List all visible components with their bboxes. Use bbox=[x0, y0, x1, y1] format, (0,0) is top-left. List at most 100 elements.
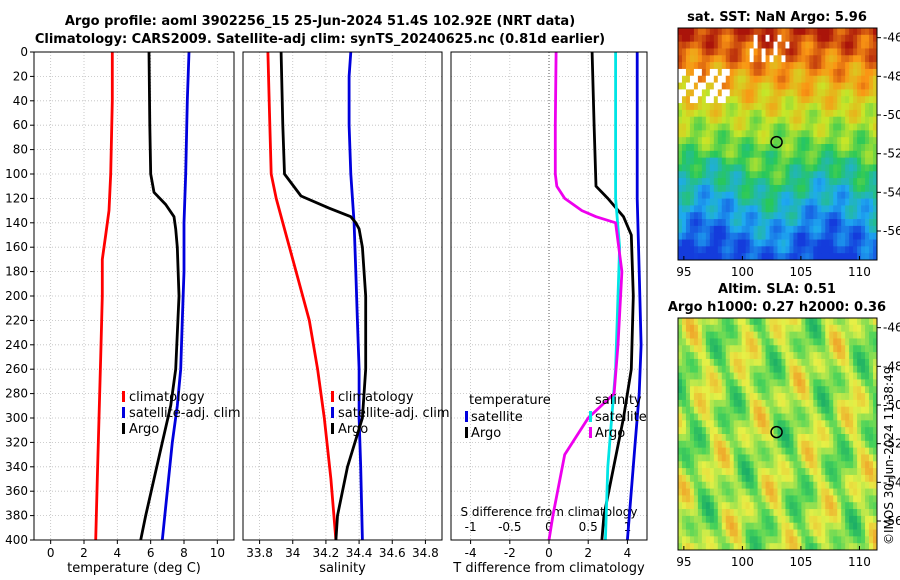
map-cell bbox=[765, 164, 770, 172]
map-cell bbox=[745, 345, 751, 353]
map-cell bbox=[709, 184, 715, 193]
map-cell bbox=[769, 96, 774, 104]
map-cell bbox=[753, 331, 758, 339]
map-cell bbox=[801, 474, 806, 483]
map-cell bbox=[869, 225, 874, 234]
map-cell bbox=[697, 495, 703, 503]
map-cell bbox=[717, 116, 723, 124]
map-cell bbox=[713, 48, 719, 56]
map-cell bbox=[821, 352, 826, 360]
map-cell bbox=[709, 372, 715, 380]
map-cell bbox=[841, 89, 846, 97]
map-cell bbox=[757, 130, 762, 138]
map-cell bbox=[745, 123, 751, 131]
map-cell bbox=[833, 75, 838, 83]
map-cell bbox=[761, 543, 766, 551]
map-cell bbox=[837, 522, 842, 530]
map-cell bbox=[833, 386, 838, 394]
map-cell bbox=[761, 481, 766, 489]
map-cell bbox=[861, 413, 866, 421]
map-cell bbox=[797, 406, 802, 414]
map-cell bbox=[865, 331, 870, 339]
map-cell bbox=[841, 130, 846, 138]
map-cell bbox=[865, 434, 870, 442]
map-cell bbox=[849, 116, 854, 124]
map-cell bbox=[701, 345, 707, 353]
map-cell bbox=[809, 96, 814, 104]
map-cell bbox=[853, 393, 858, 401]
map-cell bbox=[729, 171, 735, 179]
map-cell bbox=[821, 239, 826, 247]
map-cell bbox=[697, 440, 703, 449]
map-cell bbox=[693, 28, 699, 36]
map-cell bbox=[757, 68, 762, 77]
map-cell bbox=[853, 75, 858, 83]
map-cell bbox=[717, 543, 723, 551]
map-cell bbox=[813, 434, 818, 442]
map-cell bbox=[809, 75, 814, 83]
map-cell bbox=[837, 109, 842, 118]
map-cell bbox=[781, 28, 786, 36]
legend-swatch bbox=[122, 391, 125, 402]
map-cell bbox=[753, 440, 758, 449]
map-cell bbox=[781, 509, 786, 517]
map-cell bbox=[697, 345, 703, 353]
map-cell bbox=[809, 358, 814, 367]
map-cell bbox=[837, 62, 842, 70]
map-cell bbox=[697, 434, 703, 442]
panel-frame bbox=[450, 51, 648, 541]
map-cell bbox=[721, 116, 727, 124]
map-cell bbox=[845, 96, 850, 104]
map-cell bbox=[737, 205, 743, 213]
map-cell bbox=[797, 502, 802, 510]
map-cell bbox=[717, 379, 723, 387]
panel-frame bbox=[33, 51, 235, 541]
map-cell bbox=[725, 68, 731, 77]
map-cell bbox=[789, 338, 794, 346]
map-y-tick-label: -48 bbox=[883, 359, 900, 373]
legend-swatch bbox=[331, 391, 334, 402]
map-cell bbox=[857, 447, 862, 455]
map-cell bbox=[717, 365, 723, 373]
map-cell bbox=[857, 225, 862, 234]
map-cell bbox=[701, 413, 707, 421]
map-cell bbox=[829, 55, 834, 63]
map-cell bbox=[825, 536, 830, 544]
map-cell bbox=[773, 474, 778, 483]
map-cell bbox=[793, 205, 798, 213]
map-cell bbox=[757, 509, 762, 517]
map-cell bbox=[717, 232, 723, 240]
map-cell bbox=[773, 379, 778, 387]
map-cell bbox=[745, 198, 751, 206]
map-cell bbox=[765, 502, 770, 510]
map-cell bbox=[701, 96, 707, 104]
map-cell bbox=[869, 393, 874, 401]
map-cell bbox=[721, 338, 727, 346]
map-cell bbox=[697, 191, 703, 199]
map-cell bbox=[825, 393, 830, 401]
map-cell bbox=[729, 191, 735, 199]
map-cell bbox=[869, 379, 874, 387]
map-cell bbox=[753, 481, 758, 489]
map-cell bbox=[729, 68, 735, 77]
map-cell bbox=[809, 219, 814, 227]
map-cell bbox=[709, 440, 715, 449]
legend-swatch bbox=[465, 427, 468, 438]
map-cell bbox=[737, 365, 743, 373]
map-cell bbox=[678, 509, 683, 517]
map-cell bbox=[857, 536, 862, 544]
map-cell bbox=[861, 198, 866, 206]
map-cell bbox=[693, 48, 699, 56]
map-cell bbox=[825, 178, 830, 186]
map-cell bbox=[709, 434, 715, 442]
map-cell bbox=[733, 96, 739, 104]
map-cell bbox=[821, 434, 826, 442]
map-cell bbox=[709, 318, 715, 326]
map-cell bbox=[861, 345, 866, 353]
map-cell bbox=[717, 89, 723, 97]
map-cell bbox=[865, 55, 870, 63]
map-cell bbox=[733, 82, 739, 90]
map-cell bbox=[685, 137, 691, 145]
map-cell bbox=[781, 536, 786, 544]
map-cell bbox=[789, 109, 794, 118]
